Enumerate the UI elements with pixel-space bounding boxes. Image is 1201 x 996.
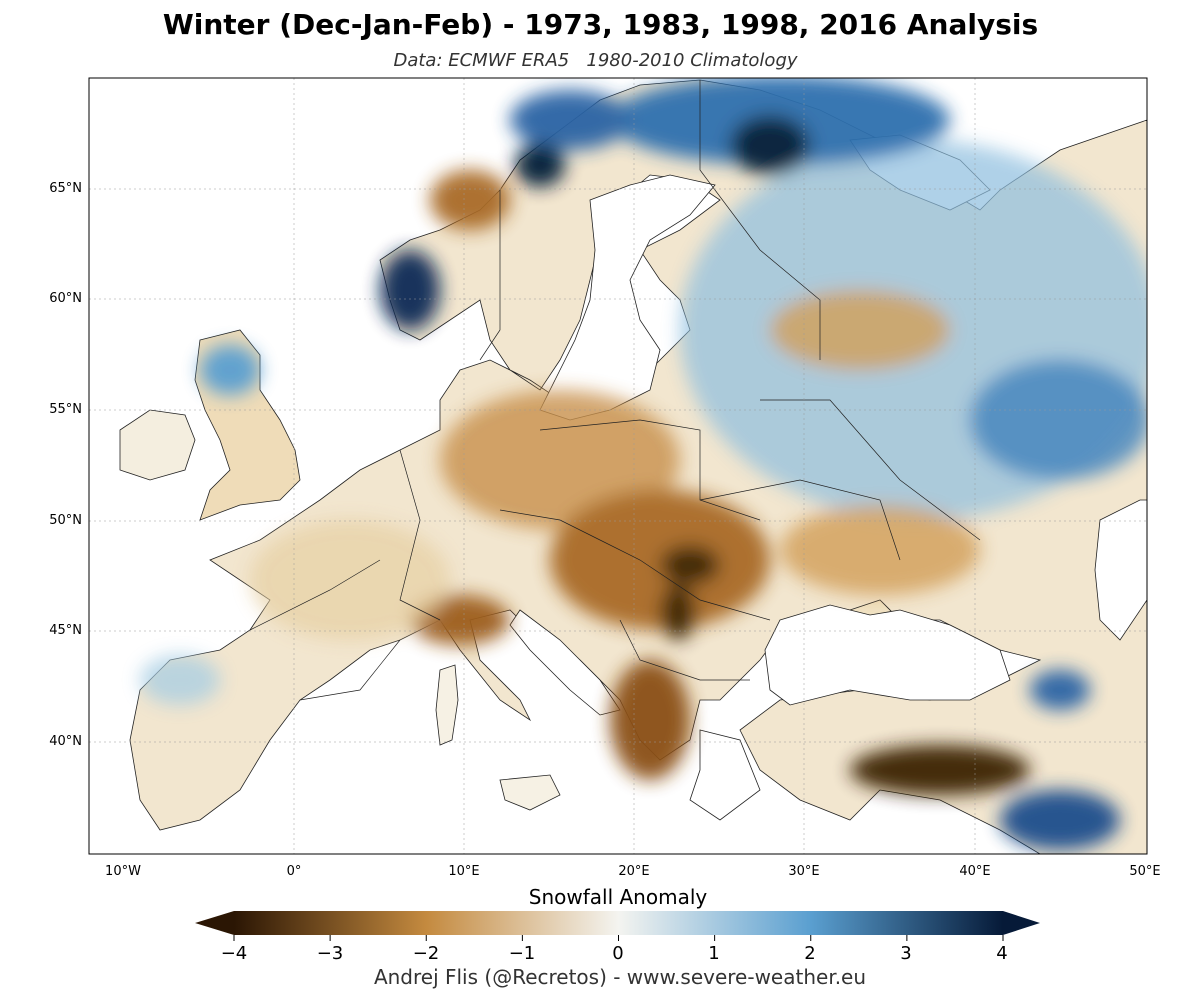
lat-label-50: 50°N [49,513,82,528]
colorbar-tick-label: 3 [900,943,912,964]
colorbar-title: Snowfall Anomaly [528,885,708,909]
snowfall-anomaly-map [88,77,1148,855]
colorbar-extend-low [195,911,234,935]
colorbar-tick-label: 2 [804,943,816,964]
credit-line: Andrej Flis (@Recretos) - www.severe-wea… [373,965,867,989]
lat-label-40: 40°N [49,734,82,749]
sea-black [764,604,1011,706]
colorbar-tick-label: 0 [612,943,624,964]
land-ireland [119,409,196,481]
colorbar-tick-label: 1 [708,943,720,964]
sea-aegean [689,729,761,821]
lat-label-65: 65°N [49,181,82,196]
sea-baltic [539,174,716,421]
lon-label-0: 0° [286,864,302,879]
lon-label-10w: 10°W [105,864,141,879]
lon-label-30e: 30°E [788,864,820,879]
colorbar-gradient [234,911,1003,935]
colorbar-tick-label: −3 [316,943,344,964]
sea-adriatic [509,609,621,716]
land-corsica-sardinia [435,664,459,746]
lon-label-40e: 40°E [959,864,991,879]
chart-title: Winter (Dec-Jan-Feb) - 1973, 1983, 1998,… [162,8,1039,41]
lon-label-20e: 20°E [618,864,650,879]
lat-label-45: 45°N [49,623,82,638]
colorbar-extend-high [1003,911,1040,935]
colorbar-tick-label: −2 [412,943,440,964]
colorbar-tick-label: −4 [220,943,248,964]
chart-subtitle: Data: ECMWF ERA5 1980-2010 Climatology [393,50,798,71]
lat-label-60: 60°N [49,291,82,306]
lat-label-55: 55°N [49,402,82,417]
anomaly-shading [140,78,1147,850]
colorbar-tick-label: 4 [996,943,1008,964]
land-sicily [499,774,561,811]
colorbar-tick-label: −1 [508,943,536,964]
graticule [89,78,1147,854]
lon-label-10e: 10°E [448,864,480,879]
country-borders [249,80,981,701]
lon-label-50e: 50°E [1129,864,1161,879]
sea-caspian [1094,499,1147,641]
map-frame [88,77,1148,855]
